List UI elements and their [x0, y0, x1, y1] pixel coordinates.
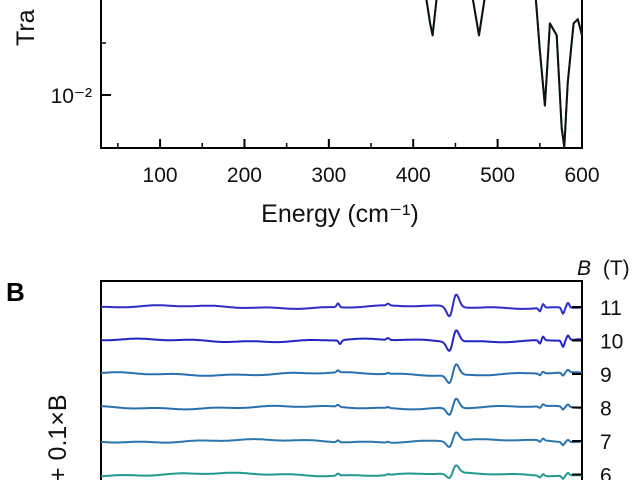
panel-b-trace-9 — [100, 363, 583, 384]
panel-b-trace-6 — [101, 464, 582, 480]
panel-a-spectrum-green — [425, 0, 583, 148]
panel-b-label: B — [6, 277, 25, 307]
panel-b-frame — [100, 280, 583, 480]
panel-a-xlabel: Energy (cm⁻¹) — [261, 200, 419, 228]
panel-b-trace-8 — [101, 397, 582, 416]
panel-b-series-label: 9 — [600, 364, 612, 387]
panel-a-spectrum-black — [425, 0, 583, 148]
panel-a-xtick-label: 300 — [311, 164, 346, 187]
panel-a-xtick-label: 200 — [227, 164, 262, 187]
panel-b-trace-10 — [100, 329, 583, 352]
panel-a-xtick-label: 100 — [143, 164, 178, 187]
panel-a-ylabel: Tra — [12, 9, 40, 46]
panel-b: B + 0.1×B B (T) 11 10 9 8 7 6 — [6, 257, 630, 480]
panel-b-traces: 11 10 9 8 7 6 — [100, 293, 623, 480]
panel-b-series-label: 10 — [600, 331, 623, 354]
panel-a: Tra 10⁻² 100 200 300 400 500 600 Energy (cm⁻¹… — [12, 0, 600, 228]
panel-a-ytick-label: 10⁻² — [51, 85, 92, 108]
panel-b-series-label: 7 — [600, 431, 612, 454]
panel-a-traces — [425, 0, 583, 148]
panel-b-series-label: 8 — [600, 398, 612, 421]
panel-a-xtick-label: 600 — [564, 164, 599, 187]
panel-a-xtick-label: 500 — [480, 164, 515, 187]
panel-b-trace-7 — [100, 431, 582, 448]
panel-a-xaxis: 100 200 300 400 500 600 — [117, 139, 600, 187]
legend-title-var: B — [577, 257, 591, 280]
panel-b-series-label: 6 — [600, 465, 612, 480]
panel-b-series-label: 11 — [600, 297, 622, 320]
panel-a-xtick-label: 400 — [396, 164, 431, 187]
panel-a-frame — [100, 0, 583, 149]
panel-b-ylabel: + 0.1×B — [44, 394, 72, 480]
panel-b-legend-title: B (T) — [577, 257, 630, 280]
panel-b-trace-11 — [101, 293, 582, 318]
legend-title-unit: (T) — [603, 257, 630, 280]
